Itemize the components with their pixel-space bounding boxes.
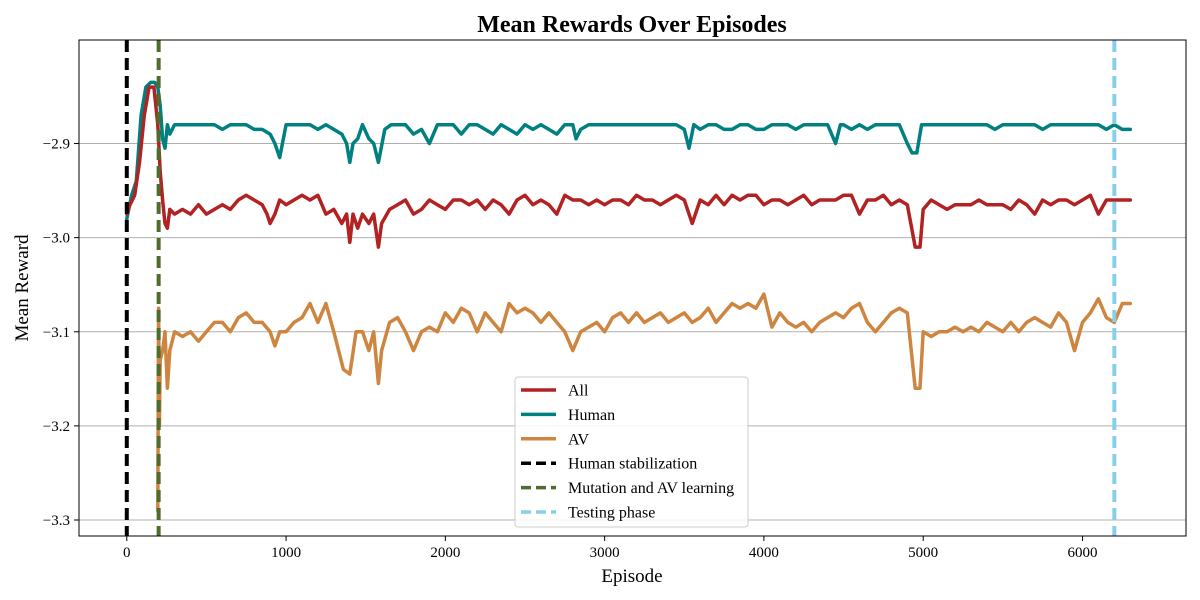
x-tick-label: 0 — [123, 545, 131, 561]
y-tick-label: −2.9 — [43, 137, 70, 153]
x-tick-label: 5000 — [908, 545, 938, 561]
legend-label: All — [568, 383, 589, 400]
x-axis-label: Episode — [601, 566, 662, 587]
legend-label: Mutation and AV learning — [568, 480, 734, 497]
series-group — [125, 80, 1133, 513]
legend-box — [514, 376, 749, 528]
legend-label: Human stabilization — [568, 456, 697, 473]
y-tick-label: −3.1 — [43, 325, 70, 341]
x-tick-label: 3000 — [590, 545, 620, 561]
y-tick-label: −3.0 — [43, 231, 70, 247]
x-tick-label: 6000 — [1067, 545, 1097, 561]
legend-label: Testing phase — [568, 505, 655, 522]
x-axis-ticks: 0 1000 2000 3000 4000 5000 6000 — [123, 536, 1097, 561]
x-tick-label: 4000 — [749, 545, 779, 561]
y-axis-label: Mean Reward — [12, 234, 33, 342]
x-tick-label: 1000 — [271, 545, 301, 561]
y-tick-label: −3.2 — [43, 419, 70, 435]
series-line-all — [125, 85, 1133, 249]
legend-label: Human — [568, 407, 615, 424]
y-axis-ticks: −2.9 −3.0 −3.1 −3.2 −3.3 — [43, 137, 79, 529]
x-tick-label: 2000 — [430, 545, 460, 561]
legend: All Human AV Human stabilization Mutation an… — [514, 376, 749, 528]
y-tick-label: −3.3 — [43, 513, 70, 529]
plot-frame — [78, 39, 1187, 537]
vertical-lines — [124, 40, 1117, 536]
chart-title: Mean Rewards Over Episodes — [477, 12, 787, 38]
series-line-human — [125, 80, 1133, 221]
series-line-av — [156, 292, 1133, 513]
legend-label: AV — [568, 431, 589, 448]
